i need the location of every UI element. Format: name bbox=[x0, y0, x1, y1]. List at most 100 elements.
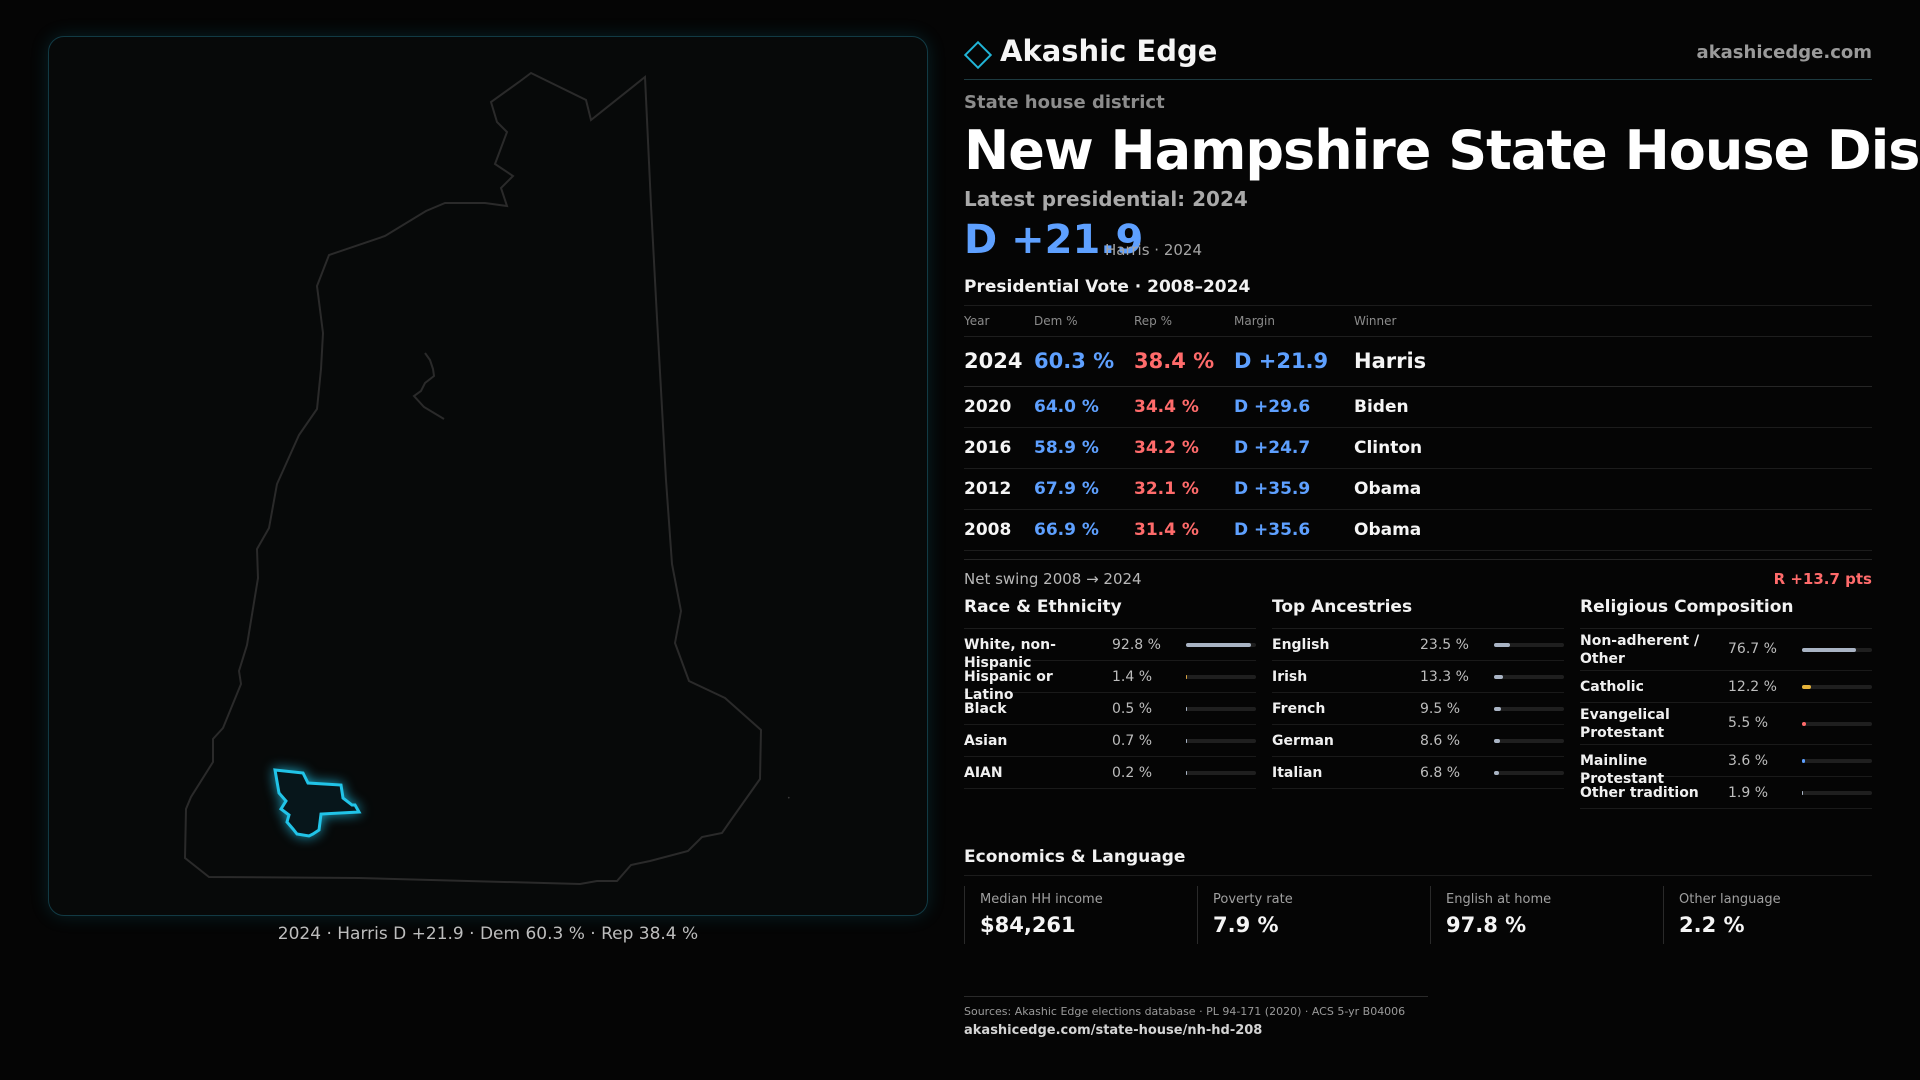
demographic-row: Evangelical Protestant 5.5 % bbox=[1580, 703, 1872, 745]
demographic-row: Catholic 12.2 % bbox=[1580, 671, 1872, 703]
table-row[interactable]: 2024 60.3 % 38.4 % D +21.9 Harris bbox=[964, 336, 1872, 387]
demographic-row: Other tradition 1.9 % bbox=[1580, 777, 1872, 809]
demographic-value: 0.2 % bbox=[1112, 764, 1153, 781]
district-208-shape[interactable] bbox=[273, 768, 362, 838]
demographic-row: Italian 6.8 % bbox=[1272, 757, 1564, 789]
demographic-bar bbox=[1802, 647, 1872, 652]
econ-label: Median HH income bbox=[980, 891, 1103, 907]
row-rep: 34.4 % bbox=[1134, 386, 1234, 428]
map-caption: 2024 · Harris D +21.9 · Dem 60.3 % · Rep… bbox=[277, 924, 699, 944]
row-margin: D +24.7 bbox=[1234, 427, 1354, 469]
internal-boundary bbox=[412, 352, 445, 420]
map-panel[interactable]: • bbox=[48, 36, 928, 916]
presidential-vote-table: Year Dem % Rep % Margin Winner 2024 60.3… bbox=[964, 306, 1872, 551]
demographic-row: Black 0.5 % bbox=[964, 693, 1256, 725]
ancestry-panel: Top Ancestries English 23.5 % Irish 13.3 % F… bbox=[1272, 597, 1564, 789]
demographic-row: AIAN 0.2 % bbox=[964, 757, 1256, 789]
race-ethnicity-title: Race & Ethnicity bbox=[964, 597, 1256, 629]
demographic-value: 92.8 % bbox=[1112, 636, 1161, 653]
demographic-label: Mainline Protestant bbox=[1580, 752, 1665, 787]
row-margin: D +21.9 bbox=[1234, 336, 1354, 387]
race-ethnicity-panel: Race & Ethnicity White, non-Hispanic 92.8… bbox=[964, 597, 1256, 789]
state-map[interactable]: • bbox=[49, 37, 928, 916]
sources-text: Sources: Akashic Edge elections database… bbox=[964, 1005, 1406, 1018]
demographic-label: Black bbox=[964, 700, 1007, 717]
diamond-logo-icon bbox=[963, 40, 993, 70]
brand-header: Akashic Edge akashicedge.com bbox=[963, 30, 1872, 80]
demographic-label: Hispanic or Latino bbox=[964, 668, 1053, 703]
demographics-section: Race & Ethnicity White, non-Hispanic 92.8… bbox=[964, 597, 1872, 833]
row-dem: 66.9 % bbox=[1034, 509, 1134, 551]
table-row[interactable]: 2012 67.9 % 32.1 % D +35.9 Obama bbox=[964, 468, 1872, 510]
econ-value: $84,261 bbox=[980, 912, 1076, 937]
demographic-value: 12.2 % bbox=[1728, 678, 1777, 695]
brand-name[interactable]: Akashic Edge bbox=[1000, 34, 1218, 68]
page-title-container: New Hampshire State House District 208 bbox=[964, 117, 1920, 185]
economics-row: Median HH income $84,261 Poverty rate 7.… bbox=[964, 885, 1872, 966]
demographic-bar bbox=[1494, 674, 1564, 679]
demographic-value: 13.3 % bbox=[1420, 668, 1469, 685]
ancestry-title: Top Ancestries bbox=[1272, 597, 1564, 629]
demographic-value: 0.7 % bbox=[1112, 732, 1153, 749]
demographic-bar bbox=[1802, 758, 1872, 763]
econ-median-income: Median HH income $84,261 bbox=[964, 885, 1186, 944]
net-swing-label: Net swing 2008 → 2024 bbox=[964, 569, 1142, 588]
row-rep: 34.2 % bbox=[1134, 427, 1234, 469]
demographic-value: 5.5 % bbox=[1728, 714, 1769, 731]
row-dem: 60.3 % bbox=[1034, 336, 1134, 387]
econ-value: 2.2 % bbox=[1679, 912, 1745, 937]
latest-presidential-label: Latest presidential: 2024 bbox=[964, 187, 1248, 211]
demographic-bar bbox=[1186, 674, 1256, 679]
demographic-bar-fill bbox=[1494, 706, 1501, 711]
demographic-label: Non-adherent / Other bbox=[1580, 632, 1700, 667]
sources-url-link[interactable]: akashicedge.com/state-house/nh-hd-208 bbox=[964, 1023, 1263, 1038]
demographic-bar-fill bbox=[1186, 770, 1188, 775]
col-year: Year bbox=[964, 306, 1034, 337]
demographic-label: Italian bbox=[1272, 764, 1323, 781]
demographic-bar bbox=[1494, 738, 1564, 743]
demographic-label: Asian bbox=[964, 732, 1008, 749]
econ-value: 97.8 % bbox=[1446, 912, 1527, 937]
net-swing-value: R +13.7 pts bbox=[1773, 569, 1872, 588]
demographic-bar-fill bbox=[1802, 758, 1805, 763]
economics-title: Economics & Language bbox=[964, 847, 1872, 876]
econ-label: Poverty rate bbox=[1213, 891, 1293, 907]
demographic-row: Non-adherent / Other 76.7 % bbox=[1580, 629, 1872, 671]
row-rep: 38.4 % bbox=[1134, 336, 1234, 387]
table-row[interactable]: 2008 66.9 % 31.4 % D +35.6 Obama bbox=[964, 509, 1872, 551]
brand-url-link[interactable]: akashicedge.com bbox=[1696, 42, 1872, 63]
row-year: 2020 bbox=[964, 386, 1034, 428]
demographic-label: Irish bbox=[1272, 668, 1308, 685]
row-dem: 64.0 % bbox=[1034, 386, 1134, 428]
row-dem: 58.9 % bbox=[1034, 427, 1134, 469]
demographic-bar-fill bbox=[1494, 738, 1501, 743]
demographic-value: 0.5 % bbox=[1112, 700, 1153, 717]
demographic-bar bbox=[1494, 770, 1564, 775]
demographic-row: German 8.6 % bbox=[1272, 725, 1564, 757]
econ-english-home: English at home 97.8 % bbox=[1430, 885, 1652, 944]
demographic-label: AIAN bbox=[964, 764, 1003, 781]
row-margin: D +29.6 bbox=[1234, 386, 1354, 428]
demographic-bar-fill bbox=[1802, 647, 1856, 652]
latest-margin-value: D +21.9 bbox=[964, 217, 1144, 263]
demographic-bar bbox=[1494, 642, 1564, 647]
demographic-bar bbox=[1186, 706, 1256, 711]
table-row[interactable]: 2020 64.0 % 34.4 % D +29.6 Biden bbox=[964, 386, 1872, 428]
demographic-row: French 9.5 % bbox=[1272, 693, 1564, 725]
row-dem: 67.9 % bbox=[1034, 468, 1134, 510]
demographic-bar-fill bbox=[1494, 674, 1504, 679]
demographic-row: Irish 13.3 % bbox=[1272, 661, 1564, 693]
econ-poverty-rate: Poverty rate 7.9 % bbox=[1197, 885, 1419, 944]
demographic-bar-fill bbox=[1802, 721, 1806, 726]
econ-label: English at home bbox=[1446, 891, 1552, 907]
econ-label: Other language bbox=[1679, 891, 1781, 907]
demographic-label: Catholic bbox=[1580, 678, 1644, 695]
demographic-value: 6.8 % bbox=[1420, 764, 1461, 781]
demographic-value: 3.6 % bbox=[1728, 752, 1769, 769]
row-year: 2024 bbox=[964, 336, 1034, 387]
net-swing-row: Net swing 2008 → 2024 R +13.7 pts bbox=[964, 558, 1872, 595]
demographic-label: Evangelical Protestant bbox=[1580, 706, 1670, 741]
demographic-row: English 23.5 % bbox=[1272, 629, 1564, 661]
table-row[interactable]: 2016 58.9 % 34.2 % D +24.7 Clinton bbox=[964, 427, 1872, 469]
district-kicker: State house district bbox=[964, 92, 1165, 113]
